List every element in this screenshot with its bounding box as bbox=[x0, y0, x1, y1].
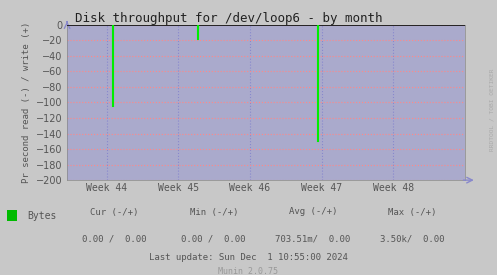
Text: RRDTOOL / TOBI OETIKER: RRDTOOL / TOBI OETIKER bbox=[490, 69, 495, 151]
Text: 0.00 /  0.00: 0.00 / 0.00 bbox=[82, 235, 147, 244]
Text: Munin 2.0.75: Munin 2.0.75 bbox=[219, 267, 278, 275]
Text: Min (-/+): Min (-/+) bbox=[189, 208, 238, 216]
Y-axis label: Pr second read (-) / write (+): Pr second read (-) / write (+) bbox=[22, 22, 31, 183]
Text: Bytes: Bytes bbox=[27, 211, 57, 221]
Text: Cur (-/+): Cur (-/+) bbox=[90, 208, 139, 216]
Text: Max (-/+): Max (-/+) bbox=[388, 208, 437, 216]
Text: Disk throughput for /dev/loop6 - by month: Disk throughput for /dev/loop6 - by mont… bbox=[75, 12, 382, 25]
Text: Avg (-/+): Avg (-/+) bbox=[289, 208, 337, 216]
Text: Last update: Sun Dec  1 10:55:00 2024: Last update: Sun Dec 1 10:55:00 2024 bbox=[149, 253, 348, 262]
Text: 703.51m/  0.00: 703.51m/ 0.00 bbox=[275, 235, 351, 244]
Text: 0.00 /  0.00: 0.00 / 0.00 bbox=[181, 235, 246, 244]
Text: 3.50k/  0.00: 3.50k/ 0.00 bbox=[380, 235, 445, 244]
